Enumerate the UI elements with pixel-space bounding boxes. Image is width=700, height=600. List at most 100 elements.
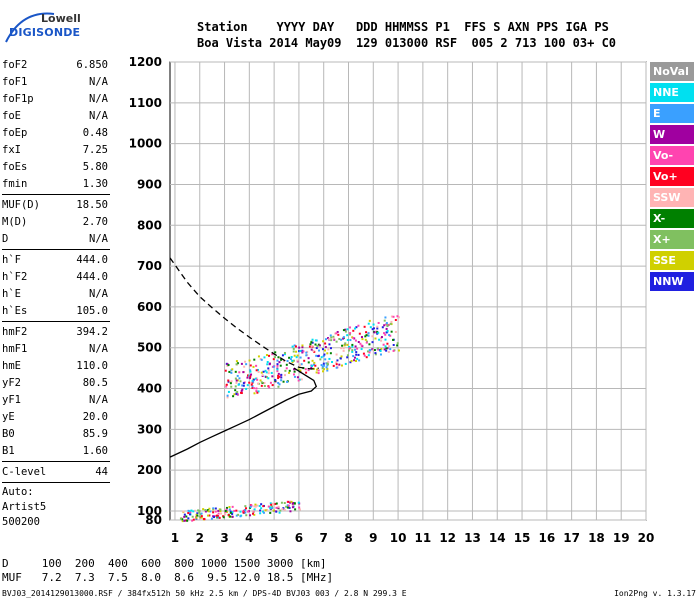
- echo-point: [194, 509, 197, 512]
- echo-point: [305, 354, 308, 357]
- echo-point: [355, 353, 358, 356]
- echo-point: [392, 338, 395, 341]
- echo-point: [271, 353, 274, 356]
- echo-point: [326, 352, 329, 355]
- echo-point: [286, 504, 289, 507]
- echo-point: [349, 332, 352, 335]
- echo-point: [240, 391, 243, 394]
- echo-point: [338, 338, 341, 341]
- echo-point: [340, 347, 343, 350]
- echo-point: [268, 354, 271, 357]
- echo-point: [285, 505, 288, 508]
- echo-point: [321, 348, 324, 351]
- param-label: h`F: [2, 254, 21, 266]
- x-tick-label: 2: [196, 531, 204, 545]
- echo-point: [380, 336, 383, 339]
- echo-point: [197, 509, 200, 512]
- echo-point: [187, 517, 190, 520]
- echo-point: [302, 350, 305, 353]
- echo-point: [182, 510, 185, 513]
- echo-point: [372, 349, 375, 352]
- param-value: 44: [95, 466, 108, 478]
- echo-point: [386, 342, 389, 345]
- echo-point: [290, 356, 293, 359]
- param-label: yE: [2, 411, 15, 423]
- echo-point: [263, 356, 266, 359]
- echo-point: [307, 357, 310, 360]
- echo-point: [386, 329, 389, 332]
- echo-point: [282, 360, 285, 363]
- echo-point: [311, 338, 314, 341]
- x-tick-label: 3: [220, 531, 228, 545]
- echo-point: [267, 369, 270, 372]
- echo-point: [355, 326, 358, 329]
- echo-point: [187, 512, 190, 515]
- echo-point: [265, 354, 268, 357]
- echo-point: [374, 353, 377, 356]
- param-row: hmF2 394.2: [2, 324, 110, 341]
- echo-point: [256, 391, 259, 394]
- echo-point: [253, 358, 256, 361]
- echo-point: [308, 345, 311, 348]
- autoscale-line: Artist5: [2, 501, 47, 513]
- echo-point: [269, 507, 272, 510]
- echo-point: [365, 341, 368, 344]
- echo-point: [242, 382, 245, 385]
- echo-point: [386, 324, 389, 327]
- echo-point: [292, 350, 295, 353]
- echo-point: [317, 372, 320, 375]
- echo-point: [342, 337, 345, 340]
- echo-point: [312, 367, 315, 370]
- param-label: B0: [2, 428, 15, 440]
- digisonde-logo: Lowell DIGISONDE: [4, 8, 81, 50]
- dashed-profile-curve: [169, 257, 319, 370]
- param-value: 7.25: [82, 144, 108, 156]
- param-row: fmin 1.30: [2, 176, 110, 193]
- profile-curves: [169, 257, 319, 458]
- echo-point: [271, 365, 274, 368]
- echo-point: [300, 378, 303, 381]
- param-value: 5.80: [82, 161, 108, 173]
- echo-point: [360, 336, 363, 339]
- divider: [2, 194, 110, 195]
- parameter-panel: foF2 6.850 foF1 N/A foF1p N/A foE N/A foEp 0.48 fx…: [2, 57, 110, 530]
- autoscale-line: 500200: [2, 516, 40, 528]
- echo-point: [314, 339, 317, 342]
- version-label: Ion2Png v. 1.3.17: [614, 589, 696, 598]
- echo-point: [380, 337, 383, 340]
- echo-point: [281, 354, 284, 357]
- echo-point: [187, 509, 190, 512]
- y-tick-label: 900: [137, 177, 162, 191]
- param-label: MUF(D): [2, 199, 40, 211]
- param-label: fxI: [2, 144, 21, 156]
- echo-point: [202, 508, 205, 511]
- param-value: 110.0: [76, 360, 108, 372]
- echo-point: [364, 335, 367, 338]
- echo-point: [296, 359, 299, 362]
- param-value: 18.50: [76, 199, 108, 211]
- echo-point: [267, 367, 270, 370]
- echo-point: [225, 383, 228, 386]
- echo-point: [264, 375, 267, 378]
- echo-point: [263, 382, 266, 385]
- echo-point: [235, 363, 238, 366]
- echo-point: [266, 361, 269, 364]
- echo-point: [298, 508, 301, 511]
- echo-point: [235, 381, 238, 384]
- echo-point: [278, 361, 281, 364]
- echo-point: [282, 380, 285, 383]
- echo-point: [255, 369, 258, 372]
- echo-point: [262, 505, 265, 508]
- polarization-legend: NoVal NNE E W Vo- Vo+ SSW X- X+ SSE NNW: [650, 62, 694, 293]
- echo-point: [230, 385, 233, 388]
- echo-point: [286, 359, 289, 362]
- echo-point: [276, 368, 279, 371]
- echo-point: [320, 356, 323, 359]
- echo-point: [348, 346, 351, 349]
- echo-point: [230, 371, 233, 374]
- echo-point: [234, 370, 237, 373]
- echo-point: [224, 509, 227, 512]
- legend-item: SSW: [650, 188, 694, 207]
- echo-point: [276, 363, 279, 366]
- echo-point: [231, 368, 234, 371]
